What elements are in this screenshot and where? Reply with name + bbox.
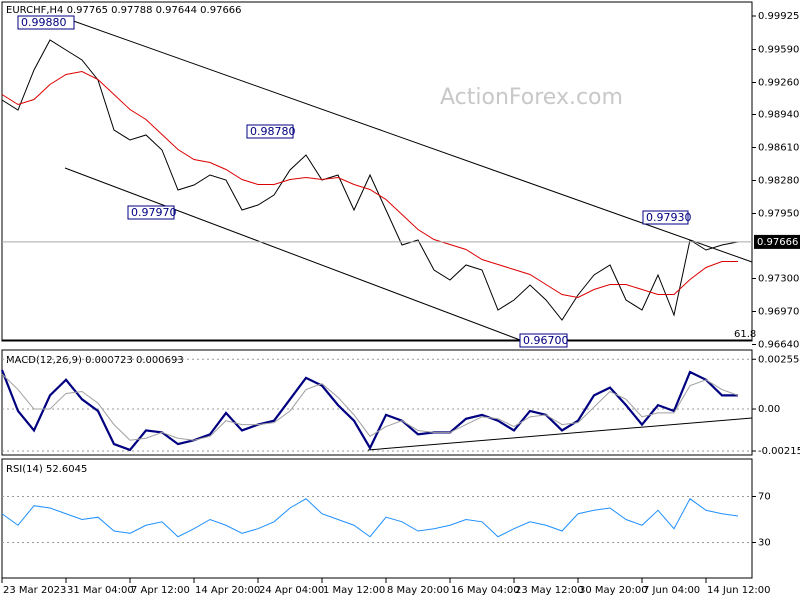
annotation-box bbox=[642, 210, 689, 225]
annotation: 0.96700 bbox=[523, 334, 569, 347]
x-tick-label: 1 May 12:00 bbox=[323, 585, 385, 596]
x-tick-label: 7 Apr 12:00 bbox=[131, 585, 190, 596]
current-price-label: 0.97666 bbox=[757, 237, 798, 248]
y-tick-label: 0.98280 bbox=[758, 176, 799, 187]
y-tick-label: 0.97300 bbox=[758, 274, 799, 285]
y-tick-label: 0.00 bbox=[758, 404, 780, 415]
y-tick-label: -0.002154 bbox=[758, 446, 800, 457]
y-tick-label: 0.99590 bbox=[758, 45, 799, 56]
series-line bbox=[1, 39, 739, 321]
series-line bbox=[1, 373, 739, 441]
x-tick-label: 23 Mar 2023 bbox=[3, 585, 66, 596]
x-tick-label: 16 May 04:00 bbox=[451, 585, 520, 596]
x-tick-label: 24 Apr 04:00 bbox=[259, 585, 324, 596]
channel-lower bbox=[64, 167, 521, 341]
macd-trendline bbox=[367, 417, 753, 451]
annotation-box bbox=[246, 124, 294, 139]
series-line bbox=[0, 369, 738, 452]
annotation: 0.97930 bbox=[646, 211, 692, 224]
y-tick-label: 70 bbox=[758, 492, 771, 503]
chart-title: EURCHF,H4 0.97765 0.97788 0.97644 0.9766… bbox=[6, 5, 242, 16]
y-tick-label: 0.98610 bbox=[758, 143, 799, 154]
y-tick-label: 0.97950 bbox=[758, 209, 799, 220]
x-tick-label: 30 May 20:00 bbox=[579, 585, 648, 596]
annotation-box bbox=[17, 15, 75, 30]
annotation: 61.8 bbox=[734, 329, 756, 340]
watermark: ActionForex.com bbox=[440, 85, 623, 110]
channel-upper bbox=[64, 17, 753, 263]
x-tick-label: 14 Apr 20:00 bbox=[195, 585, 260, 596]
y-tick-label: 0.002554 bbox=[758, 354, 800, 365]
rsi-title: RSI(14) 52.6045 bbox=[6, 464, 87, 475]
annotation-box bbox=[127, 205, 175, 220]
series-line bbox=[1, 70, 738, 299]
x-tick-label: 7 Jun 04:00 bbox=[643, 585, 700, 596]
series-line bbox=[1, 498, 739, 538]
annotation-box bbox=[519, 333, 568, 348]
macd-panel bbox=[1, 349, 753, 456]
y-tick-label: 0.96640 bbox=[758, 340, 799, 351]
y-tick-label: 0.98940 bbox=[758, 110, 799, 121]
rsi-panel bbox=[1, 458, 753, 579]
y-tick-label: 0.99925 bbox=[758, 11, 799, 22]
y-tick-label: 0.96970 bbox=[758, 307, 799, 318]
annotation: 0.97970 bbox=[131, 206, 177, 219]
current-price-tag bbox=[754, 234, 800, 249]
y-tick-label: 30 bbox=[758, 538, 771, 549]
x-tick-label: 14 Jun 12:00 bbox=[707, 585, 771, 596]
price-panel bbox=[1, 1, 753, 342]
y-tick-label: 0.99260 bbox=[758, 78, 799, 89]
x-tick-label: 31 Mar 04:00 bbox=[67, 585, 134, 596]
x-tick-label: 8 May 20:00 bbox=[387, 585, 449, 596]
annotation: 0.98780 bbox=[250, 125, 296, 138]
macd-title: MACD(12,26,9) 0.000723 0.000693 bbox=[6, 355, 184, 366]
x-tick-label: 23 May 12:00 bbox=[515, 585, 584, 596]
annotation: 0.99880 bbox=[21, 16, 67, 29]
